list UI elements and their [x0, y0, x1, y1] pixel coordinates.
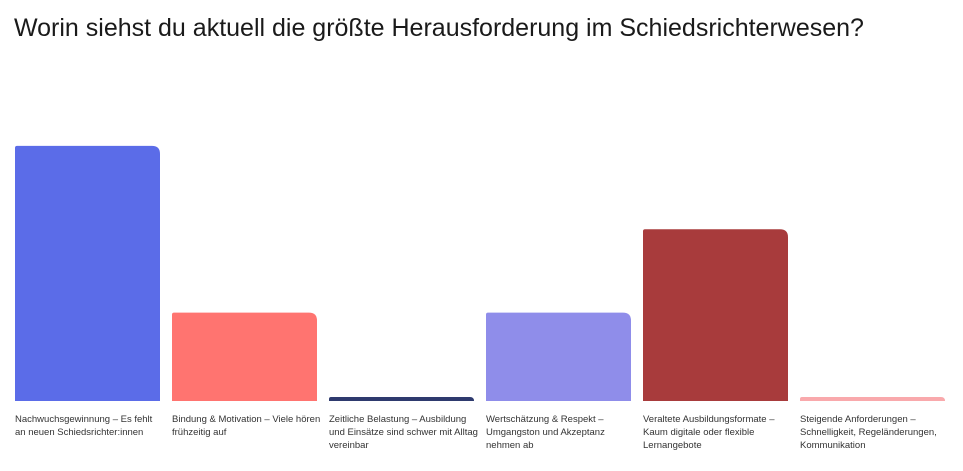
bar-2: [172, 312, 317, 401]
category-label-2: Bindung & Motivation – Viele hören frühz…: [172, 414, 321, 438]
bar-5: [643, 229, 788, 401]
category-label-1: Nachwuchsgewinnung – Es fehlt an neuen S…: [15, 414, 153, 438]
bar-6: [800, 397, 945, 401]
bar-1: [15, 145, 160, 401]
category-label-5: Veraltete Ausbildungsformate – Kaum digi…: [643, 414, 775, 451]
bar-4: [486, 312, 631, 401]
category-label-3: Zeitliche Belastung – Ausbildung und Ein…: [329, 414, 478, 451]
category-label-6: Steigende Anforderungen – Schnelligkeit,…: [800, 414, 937, 451]
bar-3: [329, 397, 474, 401]
chart-title: Worin siehst du aktuell die größte Herau…: [14, 14, 864, 42]
category-label-4: Wertschätzung & Respekt – Umgangston und…: [486, 414, 605, 451]
